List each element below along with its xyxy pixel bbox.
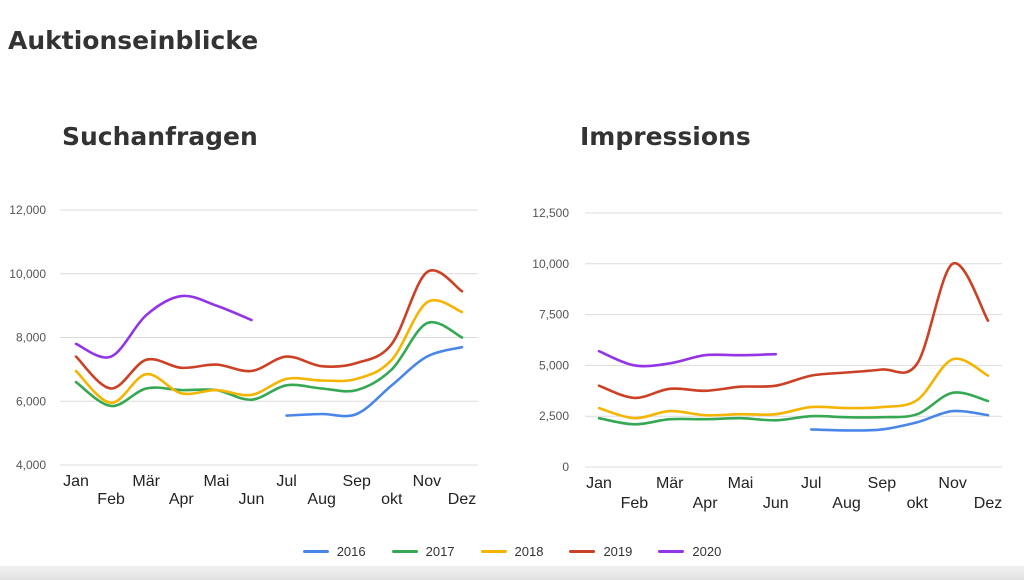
series-line-2018 (74, 299, 464, 405)
x-tick-label: Dez (448, 491, 476, 508)
y-tick-label: 7,500 (539, 308, 569, 322)
x-tick-label: Nov (413, 473, 441, 490)
x-tick-label: Mai (728, 475, 754, 492)
x-tick-label: Dez (974, 495, 1002, 512)
x-tick-label: Apr (693, 495, 719, 512)
x-tick-label: Apr (169, 491, 195, 508)
x-tick-label: Mär (132, 473, 160, 490)
bottom-scroll-edge (0, 566, 1024, 580)
series-line-2016 (809, 409, 990, 432)
legend: 2016 2017 2018 2019 2020 (0, 544, 1024, 559)
series-line-2017 (597, 391, 990, 426)
x-tick-label: Jun (763, 495, 789, 512)
chart-title-suchanfragen: Suchanfragen (62, 122, 258, 151)
y-tick-label: 0 (562, 460, 569, 474)
legend-swatch-2016 (302, 550, 329, 553)
x-tick-label: Jul (801, 475, 821, 492)
x-tick-label: Sep (342, 473, 371, 490)
x-tick-label: Mai (203, 473, 229, 490)
legend-item-2017[interactable]: 2017 (391, 544, 455, 559)
x-tick-label: Jun (239, 491, 265, 508)
legend-label-2018: 2018 (514, 544, 544, 559)
x-tick-label: Aug (307, 491, 335, 508)
series-line-2017 (74, 320, 464, 408)
x-tick-label: Aug (832, 495, 860, 512)
series-line-2016 (285, 345, 464, 418)
x-tick-label: Sep (868, 475, 897, 492)
x-tick-label: okt (907, 495, 929, 512)
legend-item-2018[interactable]: 2018 (480, 544, 544, 559)
chart-impressions: 0 2,500 5,000 7,500 10,000 12,500 Jan Feb Mär Apr… (532, 206, 1002, 512)
x-tick-label: Jan (63, 473, 89, 490)
x-tick-label: Mär (656, 475, 684, 492)
y-tick-label: 5,000 (539, 358, 569, 372)
y-tick-label: 2,500 (539, 409, 569, 423)
legend-swatch-2020 (658, 550, 685, 553)
y-tick-label: 4,000 (16, 458, 46, 472)
legend-swatch-2019 (569, 550, 596, 553)
y-tick-label: 10,000 (532, 257, 569, 271)
series-line-2019 (74, 269, 464, 390)
series-line-2018 (597, 357, 990, 420)
y-tick-label: 12,000 (9, 203, 46, 217)
legend-item-2019[interactable]: 2019 (569, 544, 632, 559)
y-tick-label: 10,000 (9, 267, 46, 281)
series-line-2020 (597, 349, 778, 368)
legend-label-2017: 2017 (425, 544, 455, 559)
legend-swatch-2018 (480, 550, 507, 553)
chart-title-impressions: Impressions (580, 122, 751, 151)
legend-swatch-2017 (391, 550, 418, 553)
x-tick-label: Nov (938, 475, 966, 492)
series-line-2019 (597, 262, 990, 400)
chart-suchanfragen: 4,000 6,000 8,000 10,000 12,000 Jan Feb Mär Apr M… (9, 203, 478, 508)
legend-label-2019: 2019 (603, 544, 633, 559)
legend-label-2020: 2020 (692, 544, 722, 559)
legend-label-2016: 2016 (336, 544, 366, 559)
legend-item-2016[interactable]: 2016 (302, 544, 366, 559)
x-tick-label: Feb (621, 495, 649, 512)
series-line-2020 (74, 294, 253, 359)
x-tick-label: Jan (586, 475, 612, 492)
x-tick-label: Feb (97, 491, 125, 508)
page-title: Auktionseinblicke (8, 26, 259, 55)
y-tick-label: 6,000 (16, 394, 46, 408)
y-tick-label: 8,000 (16, 331, 46, 345)
x-tick-label: okt (381, 491, 403, 508)
legend-item-2020[interactable]: 2020 (658, 544, 721, 559)
y-tick-label: 12,500 (532, 206, 569, 220)
x-tick-label: Jul (276, 473, 296, 490)
